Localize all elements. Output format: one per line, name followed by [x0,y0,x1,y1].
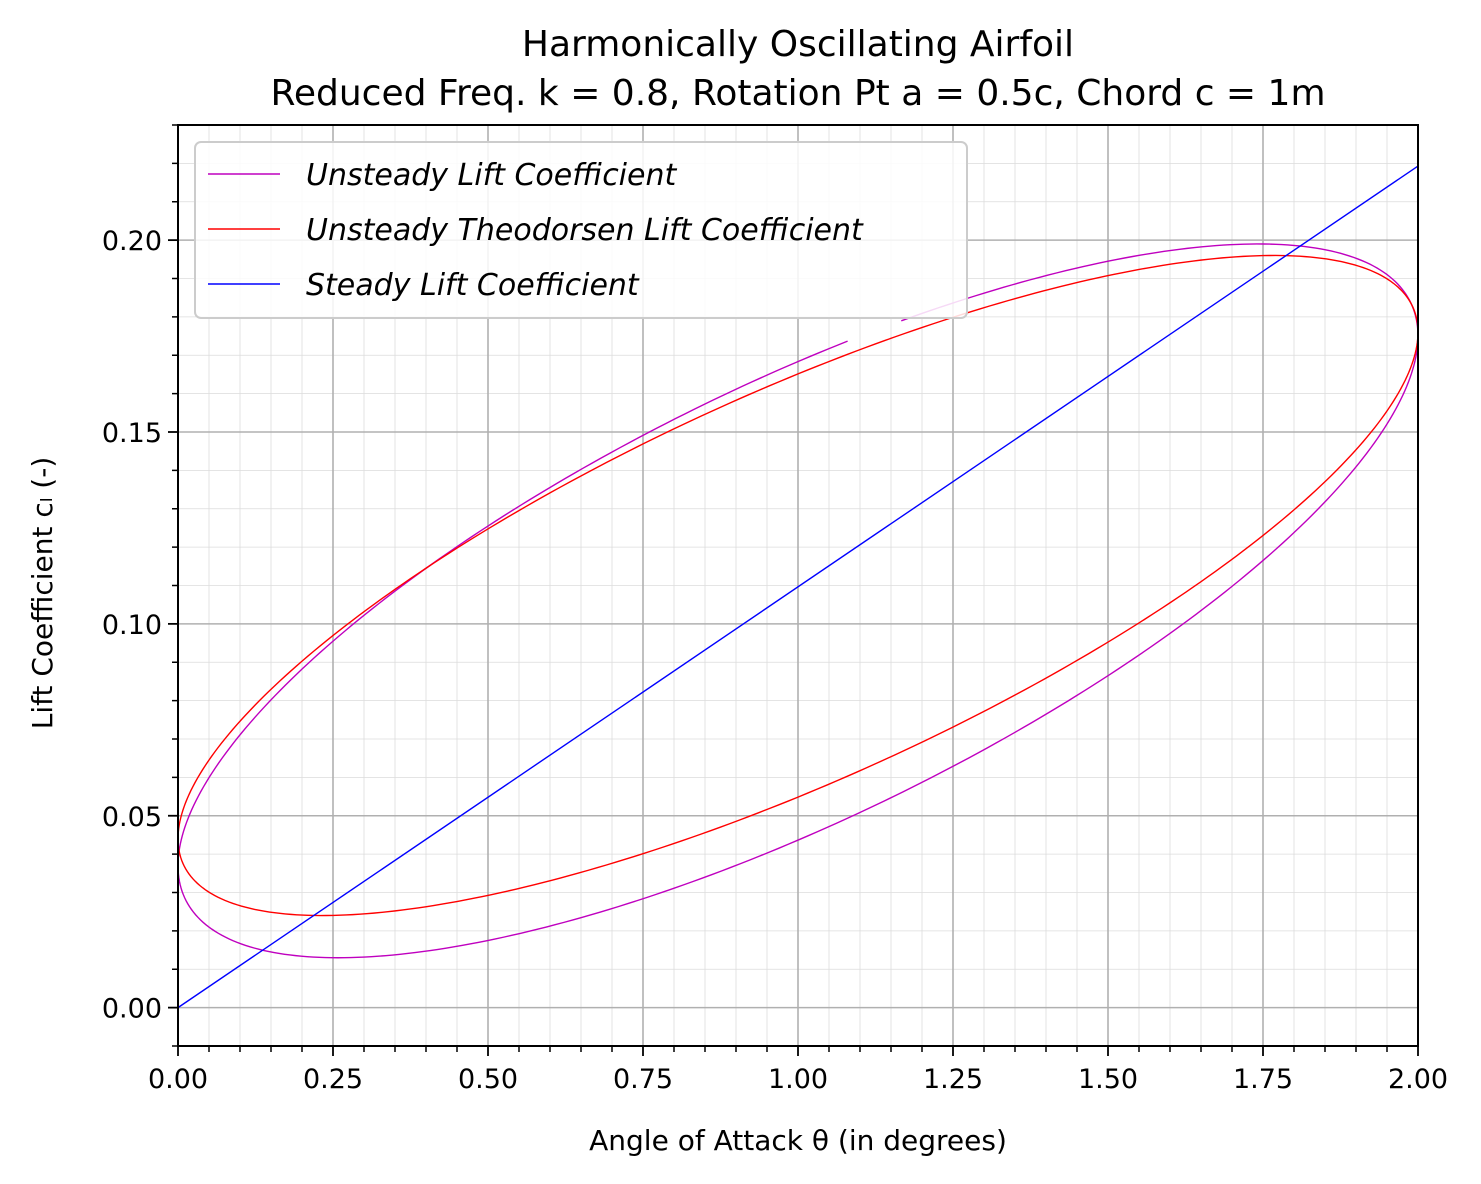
x-tick-label: 0.75 [613,1064,673,1095]
x-tick-label: 0.50 [458,1064,518,1095]
axis-ticks: 0.00 0.25 0.50 0.75 1.00 1.25 1.50 1.75 2.00 0.00… [102,124,1448,1095]
y-tick-label: 0.20 [102,226,162,257]
x-tick-label: 2.00 [1388,1064,1448,1095]
y-tick-label: 0.05 [102,802,162,833]
steady-lift-series [177,165,1419,1009]
legend-label-theodorsen: Unsteady Theodorsen Lift Coefficient [306,213,864,248]
x-tick-label: 1.25 [923,1064,983,1095]
legend-box [194,141,968,319]
unsteady-lift-series [177,243,1419,959]
legend-label-steady: Steady Lift Coefficient [306,268,640,303]
chart-title: Harmonically Oscillating Airfoil [522,24,1074,65]
legend-label-unsteady: Unsteady Lift Coefficient [306,158,677,193]
y-tick-label: 0.10 [102,610,162,641]
x-tick-label: 1.50 [1078,1064,1138,1095]
x-tick-label: 0.25 [303,1064,363,1095]
y-axis-label: Lift Coefficient cₗ (-) [26,457,59,730]
chart-subtitle: Reduced Freq. k = 0.8, Rotation Pt a = 0… [270,73,1325,114]
x-tick-label: 1.75 [1233,1064,1293,1095]
x-tick-label: 0.00 [148,1064,208,1095]
x-axis-label: Angle of Attack θ (in degrees) [589,1124,1007,1157]
x-tick-label: 1.00 [768,1064,828,1095]
y-tick-label: 0.00 [102,994,162,1025]
y-tick-label: 0.15 [102,418,162,449]
legend: Unsteady Lift Coefficient Unsteady Theod… [194,141,968,319]
